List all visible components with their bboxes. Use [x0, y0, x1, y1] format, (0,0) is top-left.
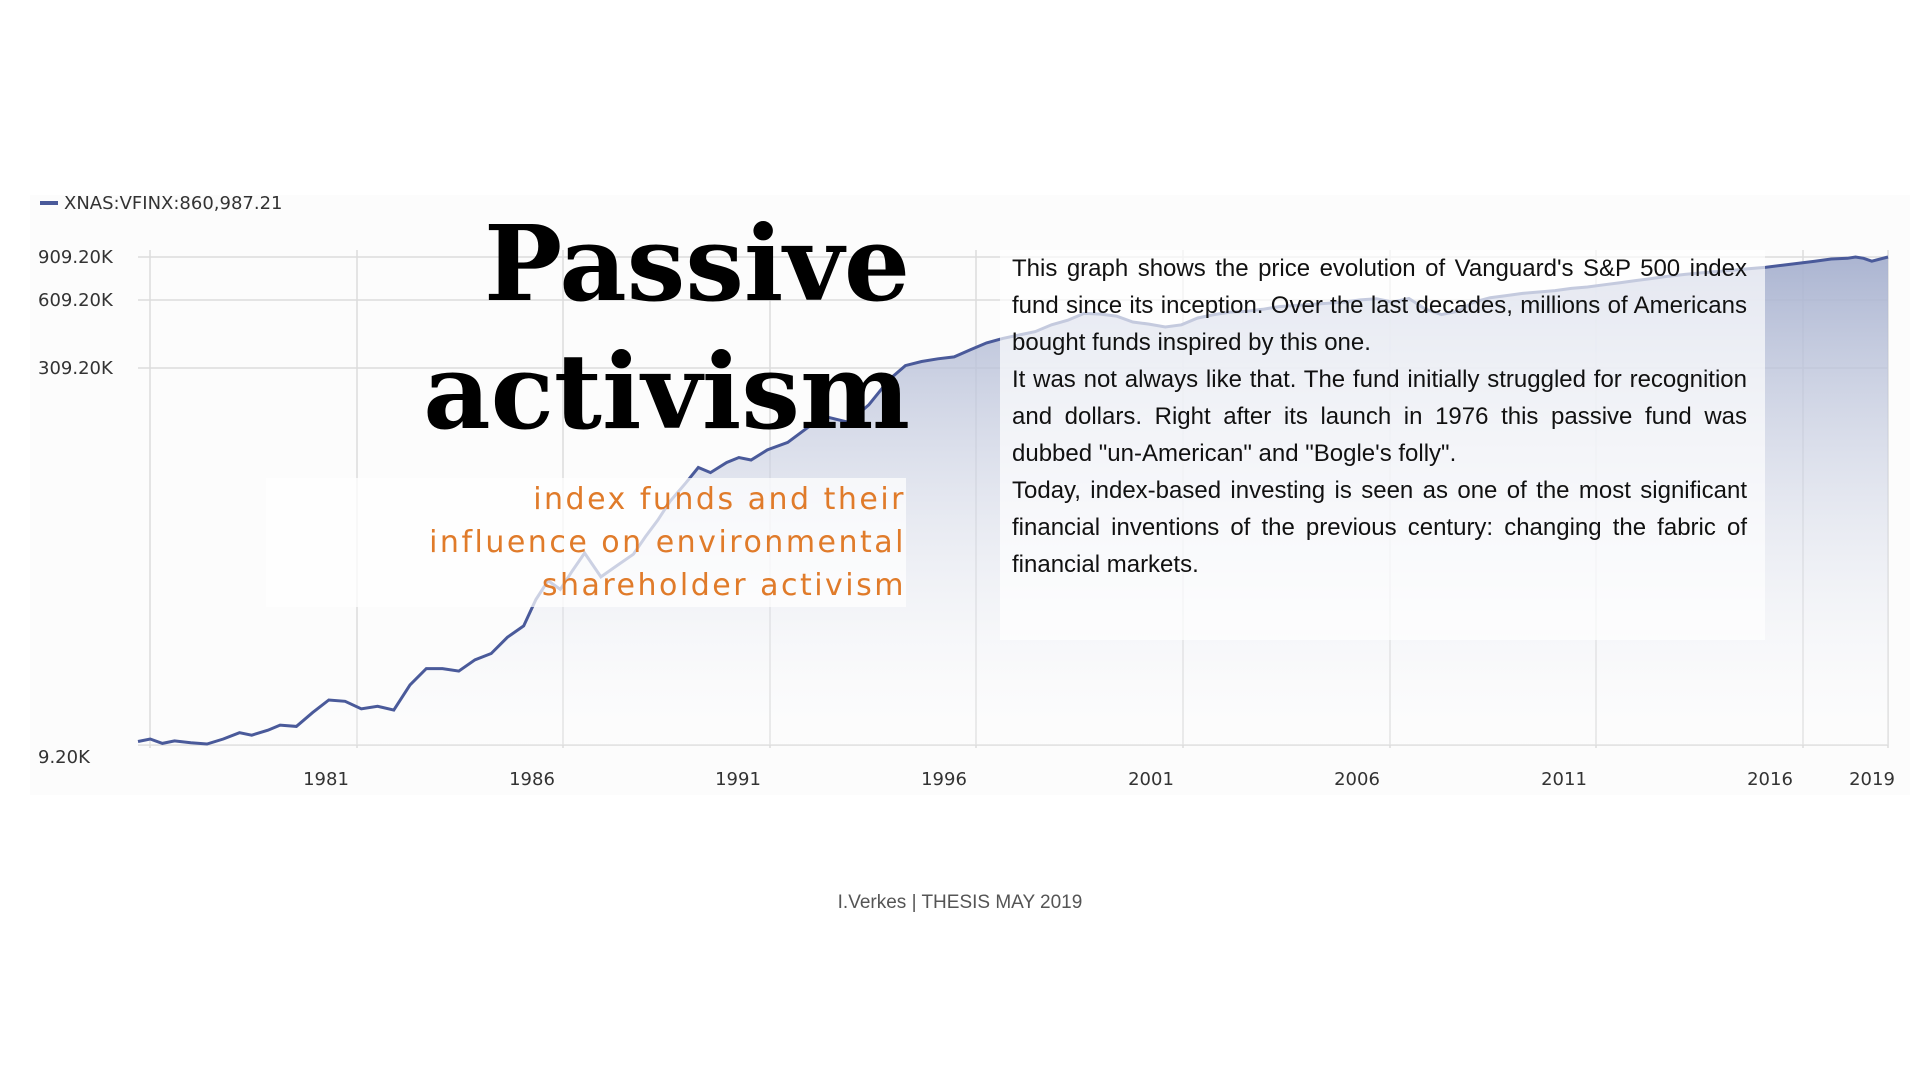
- footer-credit: I.Verkes | THESIS MAY 2019: [837, 892, 1083, 913]
- subtitle: index funds and their influence on envir…: [266, 478, 906, 607]
- y-tick-label: 9.20K: [38, 747, 91, 768]
- legend: XNAS:VFINX:860,987.21: [40, 193, 283, 214]
- legend-swatch: [40, 201, 58, 205]
- y-tick-label: 609.20K: [38, 290, 114, 311]
- y-tick-label: 909.20K: [38, 247, 114, 268]
- y-axis: 909.20K 609.20K 309.20K 9.20K: [38, 247, 114, 768]
- description-text: This graph shows the price evolution of …: [1012, 250, 1747, 583]
- subtitle-line2: influence on environmental: [429, 525, 906, 560]
- y-tick-label: 309.20K: [38, 358, 114, 379]
- subtitle-line1: index funds and their: [533, 482, 906, 517]
- description-paragraph-2: It was not always like that. The fund in…: [1012, 366, 1747, 467]
- x-tick-label: 2016: [1747, 769, 1793, 790]
- x-tick-label: 2019: [1849, 769, 1895, 790]
- x-tick-label: 1996: [921, 769, 967, 790]
- subtitle-line3: shareholder activism: [541, 568, 906, 603]
- x-tick-label: 1991: [715, 769, 761, 790]
- x-tick-label: 1986: [509, 769, 555, 790]
- description-paragraph-1: This graph shows the price evolution of …: [1012, 255, 1747, 356]
- x-tick-label: 2011: [1541, 769, 1587, 790]
- x-tick-label: 1981: [303, 769, 349, 790]
- legend-label: XNAS:VFINX:860,987.21: [64, 193, 283, 214]
- x-tick-label: 2001: [1128, 769, 1174, 790]
- description-paragraph-3: Today, index-based investing is seen as …: [1012, 477, 1747, 578]
- page-title-line2: activism: [423, 330, 910, 453]
- page-title-line1: Passive: [483, 202, 910, 325]
- x-tick-label: 2006: [1334, 769, 1380, 790]
- description-panel: [1000, 250, 1765, 640]
- x-axis: 1981 1986 1991 1996 2001 2006 2011 2016 2019: [303, 769, 1895, 790]
